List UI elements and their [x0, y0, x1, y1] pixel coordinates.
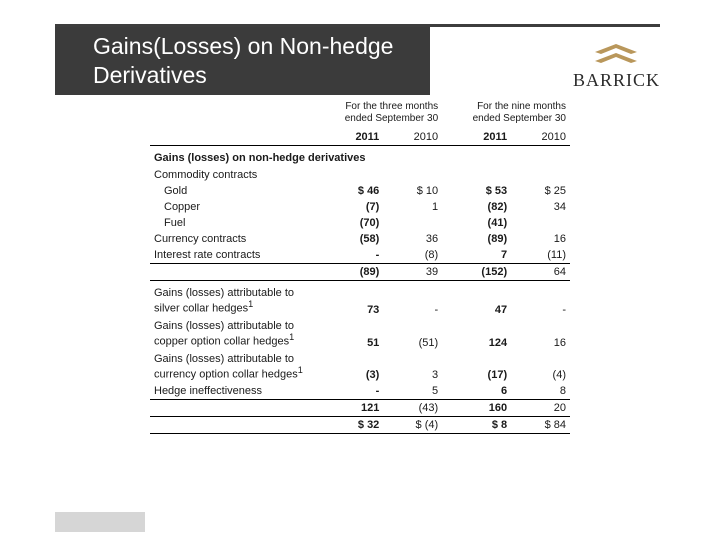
cell: -: [383, 285, 442, 318]
row-label: Copper: [150, 199, 324, 215]
year-col: 2011: [324, 125, 383, 146]
cell: (43): [383, 400, 442, 417]
cell: 124: [452, 318, 511, 351]
total-row: $ 32 $ (4) $ 8 $ 84: [150, 417, 570, 434]
footnote-ref: 1: [248, 299, 253, 309]
cell: $ 8: [452, 417, 511, 434]
row-label: Fuel: [150, 215, 324, 231]
row-label: Gold: [150, 183, 324, 199]
table-row: Fuel (70) (41): [150, 215, 570, 231]
cell: (4): [511, 351, 570, 384]
row-label: Gains (losses) attributable to copper op…: [154, 320, 294, 348]
row-label: Interest rate contracts: [150, 247, 324, 264]
cell: 16: [511, 318, 570, 351]
row-label: Gains (losses) attributable to silver co…: [154, 287, 294, 315]
cell: 20: [511, 400, 570, 417]
cell: (41): [452, 215, 511, 231]
cell: (51): [383, 318, 442, 351]
year-col: 2011: [452, 125, 511, 146]
cell: 39: [383, 263, 442, 280]
table-row: Gains (losses) attributable to copper op…: [150, 318, 570, 351]
subtotal-row: (89) 39 (152) 64: [150, 263, 570, 280]
barrick-logo-icon: [589, 44, 643, 68]
table-row: Currency contracts (58) 36 (89) 16: [150, 231, 570, 247]
row-label: Gains (losses) attributable to currency …: [154, 353, 298, 381]
cell: -: [324, 383, 383, 400]
cell: (152): [452, 263, 511, 280]
cell: $ 25: [511, 183, 570, 199]
cell: (11): [511, 247, 570, 264]
title-bar: Gains(Losses) on Non-hedge Derivatives: [55, 27, 430, 95]
page-title: Gains(Losses) on Non-hedge Derivatives: [93, 32, 416, 90]
section-heading: Gains (losses) on non-hedge derivatives: [150, 146, 570, 167]
year-col: 2010: [511, 125, 570, 146]
financial-table: For the three months ended September 30 …: [150, 100, 570, 434]
cell: $ 10: [383, 183, 442, 199]
cell: (8): [383, 247, 442, 264]
cell: 16: [511, 231, 570, 247]
cell: (89): [452, 231, 511, 247]
table-row: Copper (7) 1 (82) 34: [150, 199, 570, 215]
cell: 160: [452, 400, 511, 417]
barrick-logo: BARRICK: [573, 44, 660, 91]
cell: $ 53: [452, 183, 511, 199]
table-row: Gains (losses) attributable to currency …: [150, 351, 570, 384]
cell: (58): [324, 231, 383, 247]
cell: (70): [324, 215, 383, 231]
cell: $ (4): [383, 417, 442, 434]
subsection-heading: Commodity contracts: [150, 167, 570, 183]
cell: [511, 215, 570, 231]
cell: 34: [511, 199, 570, 215]
year-col: 2010: [383, 125, 442, 146]
table-row: Hedge ineffectiveness - 5 6 8: [150, 383, 570, 400]
table-row: Interest rate contracts - (8) 7 (11): [150, 247, 570, 264]
cell: 73: [324, 285, 383, 318]
cell: (17): [452, 351, 511, 384]
row-label: Currency contracts: [150, 231, 324, 247]
cell: 8: [511, 383, 570, 400]
footer-accent: [55, 512, 145, 532]
cell: 5: [383, 383, 442, 400]
cell: $ 84: [511, 417, 570, 434]
cell: 64: [511, 263, 570, 280]
footnote-ref: 1: [298, 365, 303, 375]
cell: 7: [452, 247, 511, 264]
table-row: Gold $ 46 $ 10 $ 53 $ 25: [150, 183, 570, 199]
cell: (7): [324, 199, 383, 215]
cell: 121: [324, 400, 383, 417]
cell: 51: [324, 318, 383, 351]
cell: -: [511, 285, 570, 318]
cell: 3: [383, 351, 442, 384]
table-row: Gains (losses) attributable to silver co…: [150, 285, 570, 318]
row-label: Hedge ineffectiveness: [150, 383, 324, 400]
cell: 1: [383, 199, 442, 215]
footnote-ref: 1: [289, 332, 294, 342]
cell: [383, 215, 442, 231]
cell: (82): [452, 199, 511, 215]
cell: $ 32: [324, 417, 383, 434]
cell: $ 46: [324, 183, 383, 199]
cell: 47: [452, 285, 511, 318]
cell: (3): [324, 351, 383, 384]
cell: -: [324, 247, 383, 264]
subtotal-row: 121 (43) 160 20: [150, 400, 570, 417]
col-group-1: For the three months ended September 30: [324, 100, 442, 125]
cell: 36: [383, 231, 442, 247]
barrick-logo-word: BARRICK: [573, 70, 660, 91]
cell: (89): [324, 263, 383, 280]
col-group-2: For the nine months ended September 30: [452, 100, 570, 125]
cell: 6: [452, 383, 511, 400]
